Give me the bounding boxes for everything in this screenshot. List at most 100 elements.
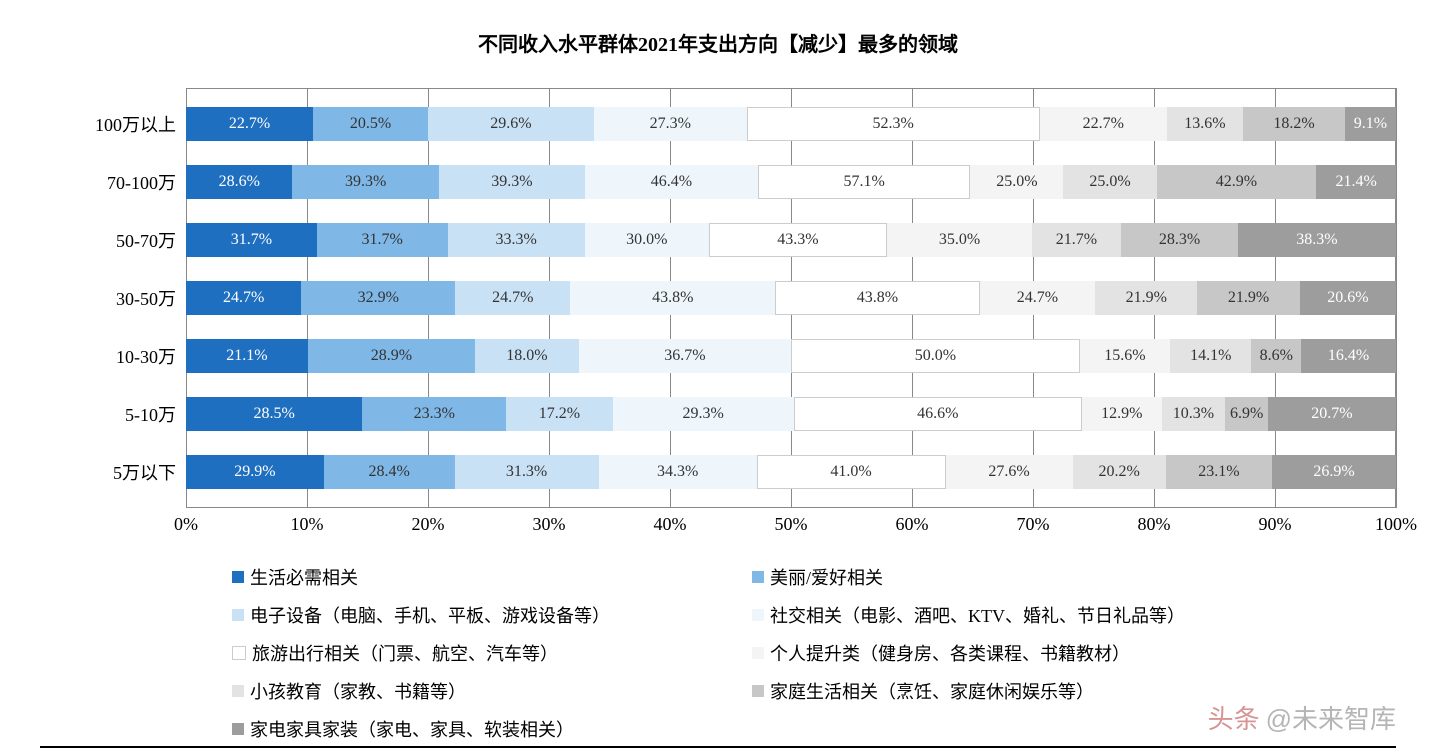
bar-value-label: 29.3%: [683, 405, 724, 423]
bar-value-label: 43.3%: [777, 231, 818, 249]
bar-value-label: 17.2%: [539, 405, 580, 423]
legend-label: 家庭生活相关（烹饪、家庭休闲娱乐等）: [770, 678, 1094, 704]
bar-value-label: 57.1%: [843, 173, 884, 191]
bar-row: 21.1%28.9%18.0%36.7%50.0%15.6%14.1%8.6%1…: [186, 339, 1396, 373]
legend-label: 美丽/爱好相关: [770, 564, 883, 590]
bar-segment-s4: 27.3%: [594, 107, 747, 141]
bar-row: 28.5%23.3%17.2%29.3%46.6%12.9%10.3%6.9%2…: [186, 397, 1396, 431]
legend-swatch: [752, 571, 764, 583]
bar-segment-s7: 10.3%: [1162, 397, 1226, 431]
bar-value-label: 16.4%: [1328, 347, 1369, 365]
bar-value-label: 21.9%: [1126, 289, 1167, 307]
bar-segment-s9: 20.6%: [1300, 281, 1396, 315]
x-tick-label: 90%: [1259, 514, 1292, 535]
chart-title: 不同收入水平群体2021年支出方向【减少】最多的领域: [0, 28, 1436, 57]
bar-segment-s6: 35.0%: [887, 223, 1031, 257]
bar-segment-s3: 18.0%: [475, 339, 579, 373]
bar-value-label: 32.9%: [358, 289, 399, 307]
bar-segment-s9: 9.1%: [1345, 107, 1396, 141]
x-tick-label: 60%: [896, 514, 929, 535]
x-tick-label: 40%: [654, 514, 687, 535]
y-category-label: 70-100万: [107, 169, 176, 195]
bar-value-label: 20.6%: [1327, 289, 1368, 307]
bar-segment-s9: 16.4%: [1301, 339, 1396, 373]
bar-value-label: 28.9%: [371, 347, 412, 365]
x-tick-label: 10%: [291, 514, 324, 535]
bar-segment-s3: 17.2%: [506, 397, 612, 431]
bar-segment-s7: 25.0%: [1063, 165, 1156, 199]
legend-item-s3: 电子设备（电脑、手机、平板、游戏设备等）: [232, 596, 610, 634]
legend-item-s5: 旅游出行相关（门票、航空、汽车等）: [232, 634, 610, 672]
bar-value-label: 12.9%: [1101, 405, 1142, 423]
bar-segment-s4: 34.3%: [599, 455, 757, 489]
bar-value-label: 46.6%: [917, 405, 958, 423]
bar-value-label: 39.3%: [345, 173, 386, 191]
y-category-label: 10-30万: [116, 343, 176, 369]
bar-segment-s8: 42.9%: [1157, 165, 1317, 199]
bar-segment-s8: 28.3%: [1121, 223, 1238, 257]
legend-item-s4: 社交相关（电影、酒吧、KTV、婚礼、节日礼品等）: [752, 596, 1185, 634]
bar-segment-s5: 41.0%: [757, 455, 946, 489]
bar-value-label: 14.1%: [1190, 347, 1231, 365]
bar-value-label: 18.2%: [1273, 115, 1314, 133]
bar-value-label: 10.3%: [1173, 405, 1214, 423]
legend-label: 小孩教育（家教、书籍等）: [250, 678, 466, 704]
legend-label: 家电家具家装（家电、家具、软装相关）: [250, 716, 574, 742]
bar-segment-s1: 31.7%: [186, 223, 317, 257]
bar-segment-s6: 22.7%: [1040, 107, 1167, 141]
legend-swatch: [232, 685, 244, 697]
bar-segment-s1: 22.7%: [186, 107, 313, 141]
bar-value-label: 28.5%: [253, 405, 294, 423]
bar-segment-s5: 57.1%: [758, 165, 971, 199]
legend-swatch: [232, 646, 246, 660]
bar-row: 22.7%20.5%29.6%27.3%52.3%22.7%13.6%18.2%…: [186, 107, 1396, 141]
bar-segment-s3: 24.7%: [455, 281, 570, 315]
bar-value-label: 42.9%: [1216, 173, 1257, 191]
legend-col-right: 美丽/爱好相关社交相关（电影、酒吧、KTV、婚礼、节日礼品等） 个人提升类（健身房…: [752, 558, 1185, 710]
bar-segment-s2: 20.5%: [313, 107, 428, 141]
bar-value-label: 21.4%: [1335, 173, 1376, 191]
bar-value-label: 35.0%: [939, 231, 980, 249]
bar-segment-s9: 21.4%: [1316, 165, 1396, 199]
bar-value-label: 41.0%: [830, 463, 871, 481]
legend-item-s8: 家庭生活相关（烹饪、家庭休闲娱乐等）: [752, 672, 1185, 710]
bar-value-label: 20.2%: [1098, 463, 1139, 481]
bar-segment-s4: 36.7%: [579, 339, 791, 373]
bar-value-label: 24.7%: [223, 289, 264, 307]
bar-segment-s2: 23.3%: [362, 397, 506, 431]
bar-segment-s5: 43.8%: [775, 281, 980, 315]
bar-value-label: 34.3%: [657, 463, 698, 481]
bar-segment-s9: 26.9%: [1272, 455, 1396, 489]
bar-segment-s1: 21.1%: [186, 339, 308, 373]
bar-value-label: 9.1%: [1354, 115, 1387, 133]
bar-segment-s4: 46.4%: [585, 165, 758, 199]
bar-value-label: 52.3%: [873, 115, 914, 133]
bar-row: 29.9%28.4%31.3%34.3%41.0%27.6%20.2%23.1%…: [186, 455, 1396, 489]
bar-segment-s5: 43.3%: [709, 223, 888, 257]
plot-area: 22.7%20.5%29.6%27.3%52.3%22.7%13.6%18.2%…: [186, 88, 1396, 508]
bar-value-label: 31.7%: [231, 231, 272, 249]
legend-label: 个人提升类（健身房、各类课程、书籍教材）: [770, 640, 1130, 666]
bar-value-label: 39.3%: [491, 173, 532, 191]
legend-swatch: [232, 723, 244, 735]
legend-swatch: [752, 609, 764, 621]
x-tick-label: 80%: [1138, 514, 1171, 535]
watermark-icon: 头条: [1208, 699, 1260, 736]
bar-segment-s3: 29.6%: [428, 107, 594, 141]
watermark: 头条 @未来智库: [1208, 699, 1396, 736]
watermark-text: @未来智库: [1266, 699, 1396, 736]
bar-segment-s6: 12.9%: [1082, 397, 1162, 431]
legend-item-s6: 个人提升类（健身房、各类课程、书籍教材）: [752, 634, 1185, 672]
bar-segment-s8: 21.9%: [1197, 281, 1299, 315]
bar-segment-s1: 24.7%: [186, 281, 301, 315]
bar-value-label: 18.0%: [506, 347, 547, 365]
legend-item-s1: 生活必需相关: [232, 558, 610, 596]
bar-value-label: 31.7%: [361, 231, 402, 249]
bar-segment-s7: 14.1%: [1170, 339, 1251, 373]
y-category-label: 100万以上: [95, 111, 176, 137]
bar-segment-s1: 28.6%: [186, 165, 292, 199]
bar-value-label: 43.8%: [652, 289, 693, 307]
bar-segment-s3: 33.3%: [448, 223, 585, 257]
bar-value-label: 38.3%: [1296, 231, 1337, 249]
bar-value-label: 50.0%: [915, 347, 956, 365]
